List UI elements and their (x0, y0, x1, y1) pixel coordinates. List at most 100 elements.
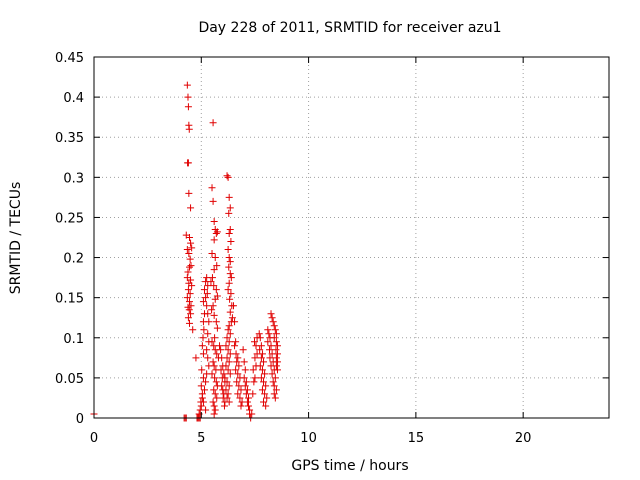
data-point (242, 390, 250, 398)
data-point (234, 390, 242, 398)
data-point (273, 350, 281, 358)
data-point (224, 366, 232, 374)
data-point (185, 250, 193, 258)
data-point (185, 306, 193, 314)
data-point (218, 382, 226, 390)
data-point (222, 386, 230, 394)
data-point (211, 390, 219, 398)
data-point (226, 225, 234, 233)
data-point (187, 239, 195, 247)
data-point (272, 354, 280, 362)
data-point (185, 298, 193, 306)
data-point (188, 282, 196, 290)
data-point (232, 350, 240, 358)
data-point (249, 366, 257, 374)
data-point (258, 366, 266, 374)
x-axis-label: GPS time / hours (291, 458, 408, 474)
data-point (270, 390, 278, 398)
x-tick-label: 5 (197, 431, 205, 446)
data-point (208, 250, 216, 258)
data-point (187, 262, 195, 270)
data-point (213, 394, 221, 402)
data-point (204, 330, 212, 338)
data-point (227, 290, 235, 298)
data-point (226, 308, 234, 316)
data-point (225, 263, 233, 271)
data-point (224, 390, 232, 398)
data-point (269, 378, 277, 386)
data-point (258, 386, 266, 394)
y-tick-label: 0.45 (55, 51, 84, 66)
data-point (212, 286, 220, 294)
data-point (188, 244, 196, 252)
data-point (224, 246, 232, 254)
data-point (260, 378, 268, 386)
data-point (240, 374, 248, 382)
y-tick-label: 0.15 (55, 292, 84, 307)
data-point (189, 326, 197, 334)
data-point (272, 362, 280, 370)
data-point (208, 306, 216, 314)
x-tick-label: 10 (300, 431, 317, 446)
data-point (220, 370, 228, 378)
data-point (225, 338, 233, 346)
data-point (272, 386, 280, 394)
data-point (245, 394, 252, 402)
data-point (263, 394, 271, 402)
data-point (212, 318, 220, 326)
data-point (225, 322, 233, 330)
data-point (208, 184, 216, 192)
data-point (272, 330, 280, 338)
data-point (271, 326, 279, 334)
data-point (261, 390, 269, 398)
data-point (211, 406, 219, 414)
data-point (233, 358, 241, 366)
data-point (185, 234, 193, 241)
data-point (258, 350, 266, 358)
y-tick-label: 0 (76, 412, 84, 427)
data-point (211, 254, 219, 262)
data-point (268, 370, 276, 378)
data-point (208, 274, 216, 282)
data-point (199, 350, 207, 358)
data-point (226, 295, 234, 303)
data-point (224, 173, 232, 181)
data-point (267, 342, 275, 350)
data-point (212, 378, 220, 386)
data-point (221, 374, 229, 382)
data-point (183, 246, 191, 254)
data-point (232, 366, 240, 374)
data-point (231, 342, 239, 350)
data-point (192, 354, 200, 362)
y-tick-label: 0.25 (55, 211, 84, 226)
data-point (199, 334, 207, 342)
data-point (231, 318, 239, 326)
x-tick-label: 20 (515, 431, 532, 446)
data-point (243, 398, 251, 406)
data-point (199, 374, 207, 382)
data-point (269, 318, 277, 326)
data-point (204, 282, 212, 290)
data-point (217, 346, 225, 354)
data-point (272, 338, 280, 346)
data-point (211, 334, 219, 342)
data-point (185, 319, 193, 327)
data-point (223, 394, 231, 402)
data-point (209, 119, 217, 127)
data-point (203, 290, 211, 298)
plot-frame (93, 56, 610, 419)
data-point (226, 270, 234, 278)
data-point (273, 358, 281, 366)
data-point (260, 398, 268, 406)
data-point (237, 386, 245, 394)
data-point (213, 350, 221, 358)
data-point (256, 346, 264, 354)
data-point (198, 390, 206, 398)
data-point (210, 386, 218, 394)
data-point (222, 362, 230, 370)
data-point (225, 254, 233, 262)
data-point (201, 286, 209, 294)
data-point (268, 314, 276, 322)
data-point (256, 362, 264, 370)
